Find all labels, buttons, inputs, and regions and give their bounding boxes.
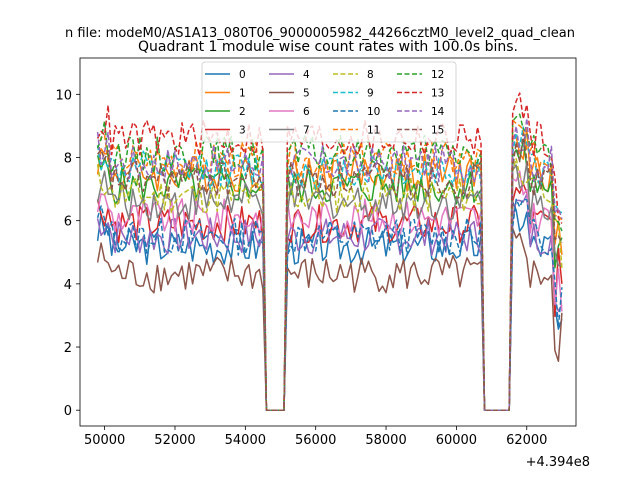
legend-label-4: 4 bbox=[303, 69, 310, 81]
series-line-1 bbox=[96, 127, 563, 411]
legend-box bbox=[201, 61, 457, 143]
x-tick-label: 56000 bbox=[295, 433, 336, 448]
legend-label-12: 12 bbox=[431, 69, 444, 81]
chart-suptitle: n file: modeM0/AS1A13_080T06_9000005982_… bbox=[65, 26, 575, 41]
x-tick-label: 50000 bbox=[84, 433, 125, 448]
series-line-5 bbox=[96, 227, 563, 411]
y-tick-label: 6 bbox=[64, 215, 72, 230]
legend-label-9: 9 bbox=[367, 88, 374, 100]
x-tick-label: 54000 bbox=[225, 433, 266, 448]
legend-label-8: 8 bbox=[367, 69, 374, 81]
series-line-2 bbox=[96, 138, 563, 411]
y-tick-label: 2 bbox=[64, 341, 72, 356]
series-layer bbox=[96, 92, 563, 411]
y-tick-label: 10 bbox=[55, 88, 72, 103]
y-tick-label: 4 bbox=[64, 278, 72, 293]
legend-label-15: 15 bbox=[431, 125, 444, 137]
series-line-10 bbox=[96, 198, 563, 411]
x-offset-label: +4.394e8 bbox=[526, 455, 590, 470]
series-line-11 bbox=[96, 119, 563, 411]
x-tick-label: 52000 bbox=[154, 433, 195, 448]
legend-label-13: 13 bbox=[431, 88, 444, 100]
legend-label-0: 0 bbox=[239, 69, 246, 81]
x-axis: 50000 52000 54000 56000 58000 60000 62000 bbox=[84, 426, 547, 448]
legend-label-14: 14 bbox=[431, 106, 445, 118]
x-tick-label: 60000 bbox=[436, 433, 477, 448]
series-line-15 bbox=[97, 132, 563, 411]
plot-frame bbox=[79, 57, 577, 427]
legend-label-3: 3 bbox=[239, 125, 246, 137]
y-tick-label: 0 bbox=[64, 404, 72, 419]
x-tick-label: 58000 bbox=[365, 433, 406, 448]
legend-label-6: 6 bbox=[303, 106, 310, 118]
legend-label-11: 11 bbox=[367, 125, 380, 137]
legend-label-1: 1 bbox=[239, 88, 246, 100]
series-line-12 bbox=[96, 113, 563, 411]
legend-label-10: 10 bbox=[367, 106, 380, 118]
y-tick-label: 8 bbox=[64, 152, 72, 167]
series-line-6 bbox=[96, 170, 563, 411]
series-line-14 bbox=[96, 117, 563, 411]
legend-label-5: 5 bbox=[303, 88, 310, 100]
series-line-7 bbox=[96, 161, 562, 411]
legend-label-7: 7 bbox=[303, 125, 310, 137]
legend-label-2: 2 bbox=[239, 106, 246, 118]
series-line-4 bbox=[96, 193, 563, 411]
y-axis: 0 2 4 6 8 10 bbox=[55, 88, 80, 419]
series-line-13 bbox=[96, 92, 563, 411]
x-tick-label: 62000 bbox=[506, 433, 547, 448]
chart-title: Quadrant 1 module wise count rates with … bbox=[138, 39, 518, 55]
